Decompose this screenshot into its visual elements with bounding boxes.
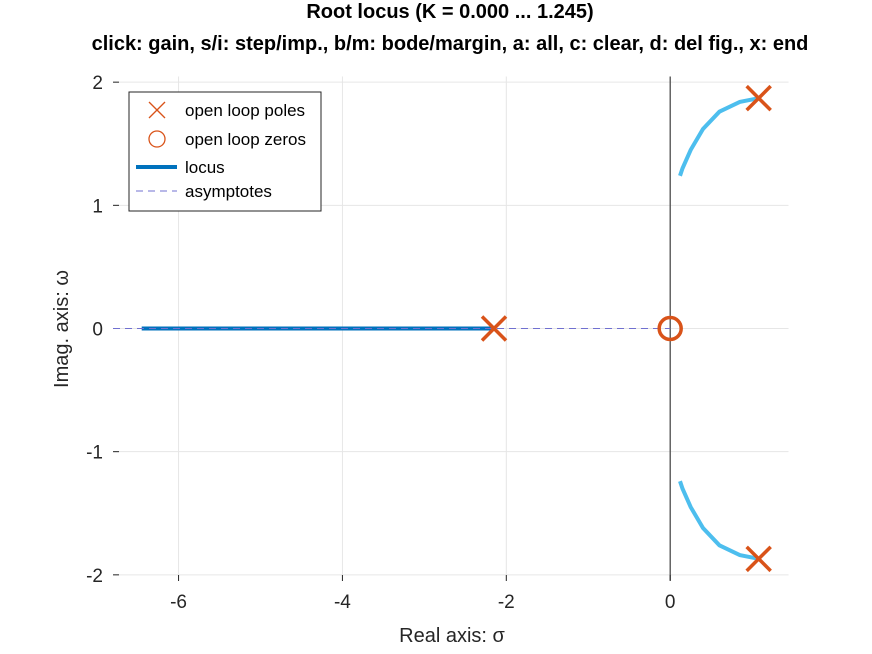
- legend-pole-icon: [148, 101, 166, 119]
- pole-stroke: [745, 84, 772, 112]
- open-loop-zero-marker: [657, 315, 683, 342]
- legend-label: open loop zeros: [185, 130, 306, 149]
- y-tick-label: 2: [92, 73, 103, 94]
- legend-item: open loop poles: [148, 101, 305, 120]
- locus-branch: [678, 96, 760, 177]
- y-tick-label: 0: [92, 320, 103, 341]
- y-tick-label: -1: [86, 443, 103, 464]
- legend: open loop poles open loop zeros locus asymp…: [128, 91, 322, 212]
- x-tick-label: -6: [170, 592, 187, 613]
- legend-zero-icon: [148, 130, 166, 148]
- legend-label: asymptotes: [185, 182, 272, 201]
- y-tick-labels: -2 -1 0 1 2: [86, 73, 119, 587]
- open-loop-pole-marker: [745, 545, 772, 573]
- legend-label: open loop poles: [185, 101, 305, 120]
- pole-stroke: [480, 315, 508, 342]
- x-tick-label: 0: [665, 592, 676, 613]
- pole-stroke: [745, 545, 772, 573]
- open-loop-pole-marker: [480, 315, 508, 342]
- chart-subtitle: click: gain, s/i: step/imp., b/m: bode/m…: [92, 33, 809, 55]
- y-tick-label: 1: [92, 196, 103, 217]
- x-axis-label: Real axis: σ: [399, 625, 505, 647]
- legend-item: locus: [136, 158, 225, 177]
- legend-label: locus: [185, 158, 225, 177]
- chart-title: Root locus (K = 0.000 ... 1.245): [306, 1, 593, 23]
- open-loop-pole-marker: [745, 84, 772, 112]
- legend-item: open loop zeros: [148, 130, 306, 149]
- x-tick-labels: -6 -4 -2 0: [170, 575, 675, 613]
- x-tick-label: -2: [498, 592, 515, 613]
- markers: [480, 84, 772, 573]
- locus-branch: [678, 480, 760, 561]
- y-axis-label: Imag. axis: ω: [51, 270, 73, 388]
- y-tick-label: -2: [86, 566, 103, 587]
- legend-item: asymptotes: [136, 182, 272, 201]
- x-tick-label: -4: [334, 592, 351, 613]
- series: [113, 96, 760, 561]
